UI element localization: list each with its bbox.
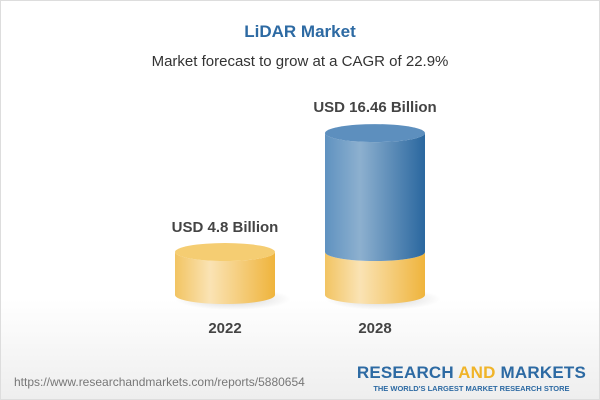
cylinder-base-2028-body xyxy=(325,252,425,304)
logo-text-1: RESEARCH xyxy=(356,363,459,382)
category-label-2022: 2022 xyxy=(208,320,241,337)
source-url[interactable]: https://www.researchandmarkets.com/repor… xyxy=(14,375,305,389)
logo-tagline: THE WORLD'S LARGEST MARKET RESEARCH STOR… xyxy=(373,384,570,393)
cylinder-growth-2028-top xyxy=(325,124,425,143)
research-and-markets-logo: RESEARCH AND MARKETS THE WORLD'S LARGEST… xyxy=(357,363,586,393)
category-label-2028: 2028 xyxy=(358,320,391,337)
data-label-2022: USD 4.8 Billion xyxy=(172,219,279,236)
chart-title: LiDAR Market xyxy=(244,22,356,41)
logo-text-2: AND xyxy=(458,363,496,382)
chart-subtitle: Market forecast to grow at a CAGR of 22.… xyxy=(151,53,449,70)
cylinder-base-2022-top xyxy=(175,243,275,262)
cylinder-base-2022-body xyxy=(175,252,275,304)
logo-text-3: MARKETS xyxy=(495,363,586,382)
data-label-2028: USD 16.46 Billion xyxy=(313,99,436,116)
cylinder-growth-2028-body xyxy=(325,133,425,262)
